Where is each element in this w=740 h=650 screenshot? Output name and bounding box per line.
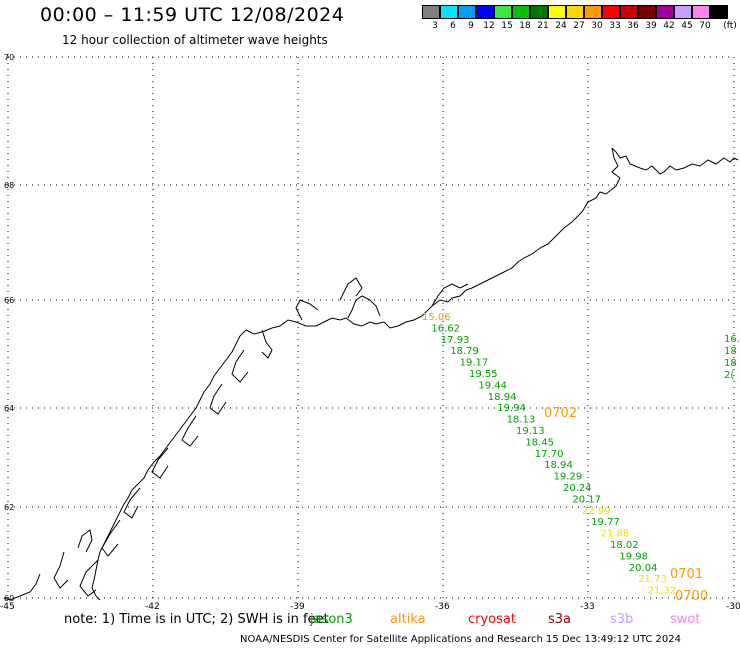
legend-swatch [530, 5, 548, 19]
legend-swatch [620, 5, 638, 19]
swh-value: 18.94 [488, 392, 517, 403]
legend-swatch [458, 5, 476, 19]
pass-time-label: 0700 [675, 589, 708, 604]
satellite-label: s3a [548, 612, 572, 627]
swh-value: 21.88 [601, 529, 630, 540]
legend-label: 30 [591, 21, 603, 31]
swh-value: 19.44 [478, 380, 507, 391]
legend-swatch [710, 5, 728, 19]
swh-value-edge: 18 [724, 346, 737, 357]
swh-value-edge: 18 [724, 358, 737, 369]
swh-value: 18.45 [525, 437, 554, 448]
satellite-label: s3b [610, 612, 634, 627]
lat-label: 70 [4, 53, 14, 62]
swh-value: 15.06 [422, 312, 451, 323]
pass-time-label: 0701 [670, 567, 703, 582]
satellite-label: altika [390, 612, 426, 627]
swh-value: 16.62 [431, 323, 460, 334]
legend-label: 45 [681, 21, 693, 31]
legend-swatch [494, 5, 512, 19]
legend-label: 3 [432, 21, 438, 31]
swh-value-edge: 2( [724, 370, 734, 381]
lon-label: -36 [435, 602, 450, 612]
swh-value: 20.24 [563, 483, 592, 494]
legend-label: 70 [699, 21, 711, 31]
page-subtitle: 12 hour collection of altimeter wave hei… [62, 33, 328, 47]
legend-unit: (ft) [723, 21, 737, 31]
swh-value: 18.02 [610, 540, 639, 551]
legend-swatch [440, 5, 458, 19]
lon-label: -30 [726, 602, 740, 612]
legend-swatch [638, 5, 656, 19]
legend-swatch [566, 5, 584, 19]
legend-label: 24 [555, 21, 567, 31]
legend-label: 12 [483, 21, 495, 31]
swh-value: 22.99 [582, 506, 611, 517]
page-title: 00:00 – 11:59 UTC 12/08/2024 [40, 4, 345, 26]
swh-value-edge: 16. [724, 334, 740, 345]
swh-value: 19.94 [497, 403, 526, 414]
legend-label: 21 [537, 21, 549, 31]
legend-label: 42 [663, 21, 675, 31]
satellite-label: jason3 [310, 612, 353, 627]
swh-value: 19.55 [469, 369, 498, 380]
graticule [7, 56, 735, 599]
swh-value: 19.13 [516, 426, 545, 437]
swh-value: 17.93 [441, 335, 470, 346]
satellite-label: cryosat [468, 612, 516, 627]
swh-value: 17.70 [535, 449, 564, 460]
legend-swatch [656, 5, 674, 19]
pass-time-label: 0702 [544, 406, 577, 421]
swh-value: 19.17 [460, 358, 489, 369]
lat-label: 60 [4, 594, 14, 603]
legend-label: 39 [645, 21, 657, 31]
swh-value: 20.17 [572, 494, 601, 505]
legend-label: 27 [573, 21, 585, 31]
legend-label: 6 [450, 21, 456, 31]
swh-value: 21.73 [638, 574, 667, 585]
swh-value: 19.98 [619, 551, 648, 562]
legend-label: 36 [627, 21, 639, 31]
legend-swatch [512, 5, 530, 19]
legend-swatch [476, 5, 494, 19]
lat-label: 68 [4, 181, 14, 190]
lat-label: 66 [4, 296, 14, 305]
legend-swatch [602, 5, 620, 19]
lon-label: -45 [0, 602, 15, 612]
satellite-tracks: 15.0616.6217.9318.7919.1719.5519.4418.94… [422, 312, 740, 604]
legend-swatch [674, 5, 692, 19]
swh-value: 20.04 [629, 563, 658, 574]
greenland-coastline [3, 147, 739, 601]
swh-value: 19.29 [554, 472, 583, 483]
lat-label: 64 [4, 404, 14, 413]
swh-value: 18.13 [507, 415, 536, 426]
lon-label: -33 [580, 602, 595, 612]
swh-value: 19.77 [591, 517, 620, 528]
swh-value: 18.79 [450, 346, 479, 357]
legend-swatch [422, 5, 440, 19]
legend-swatch [548, 5, 566, 19]
footer-note: note: 1) Time is in UTC; 2) SWH is in fe… [64, 612, 329, 627]
legend-swatch [584, 5, 602, 19]
legend-label: 15 [501, 21, 513, 31]
lat-label: 62 [4, 503, 14, 512]
legend-label: 33 [609, 21, 621, 31]
lon-label: -39 [290, 602, 305, 612]
legend-swatch [692, 5, 710, 19]
lon-label: -42 [145, 602, 160, 612]
satellite-label: swot [670, 612, 701, 627]
swh-value: 21.32 [648, 586, 677, 597]
swh-value: 18.94 [544, 460, 573, 471]
legend-label: 18 [519, 21, 531, 31]
credit-line: NOAA/NESDIS Center for Satellite Applica… [240, 634, 682, 645]
legend-label: 9 [468, 21, 474, 31]
